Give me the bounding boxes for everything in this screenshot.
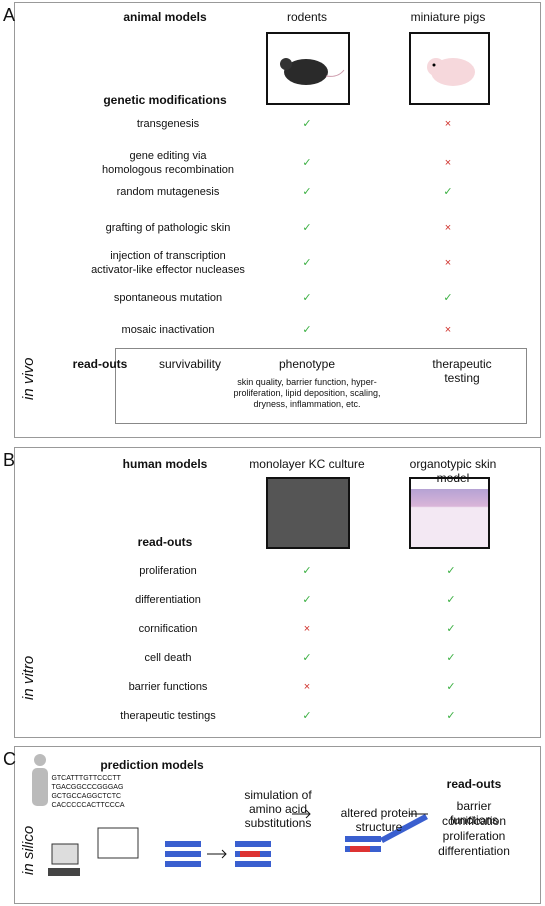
cell-mark: × xyxy=(303,623,311,635)
readouts-title: read-outs xyxy=(446,777,502,791)
side-label: in vivo xyxy=(20,357,37,400)
cell-mark: ✓ xyxy=(302,118,312,130)
cell-mark: × xyxy=(444,324,452,336)
cell-mark: ✓ xyxy=(446,594,456,606)
readout-item: cornification xyxy=(441,814,507,828)
row-label: mosaic inactivation xyxy=(121,324,215,336)
cell-mark: ✓ xyxy=(302,257,312,269)
cell-mark: ✓ xyxy=(302,186,312,198)
readout-item: barrier functions xyxy=(449,799,499,827)
row-label: therapeutic testings xyxy=(120,710,216,722)
mouse-icon xyxy=(280,58,345,85)
section-title: read-outs xyxy=(137,535,193,549)
panel-letter: B xyxy=(3,450,16,470)
pig-image xyxy=(409,32,490,105)
cell-mark: ✓ xyxy=(302,652,312,664)
panel-c-graphics xyxy=(32,754,428,876)
row-label: barrier functions xyxy=(128,681,208,693)
cell-mark: ✓ xyxy=(443,186,453,198)
row-label: cornification xyxy=(138,623,198,635)
readout-item: phenotype xyxy=(278,357,336,371)
dna-sequence: GTCATTTGTTCCCTT TGACGGCCCGGGAG GCTGCCAGG… xyxy=(51,775,125,809)
section-title: genetic modifications xyxy=(103,93,227,107)
cell-mark: × xyxy=(444,157,452,169)
readout-item: proliferation xyxy=(442,829,506,843)
step-label: altered protein structure xyxy=(340,806,418,834)
skin-model-image xyxy=(409,477,490,549)
column-header: monolayer KC culture xyxy=(249,457,365,471)
row-label: differentiation xyxy=(135,594,201,606)
row-label: cell death xyxy=(144,652,192,664)
panel-b-frame xyxy=(14,447,541,738)
header: prediction models xyxy=(100,758,204,772)
panel-c-frame xyxy=(14,746,541,904)
panel-letter: C xyxy=(3,749,16,769)
row-label: gene editing via homologous recombinatio… xyxy=(101,150,235,176)
cell-mark: ✓ xyxy=(443,292,453,304)
phenotype-detail: skin quality, barrier function, hyper- p… xyxy=(233,377,381,409)
cell-mark: ✓ xyxy=(446,710,456,722)
header: animal models xyxy=(123,10,207,24)
row-label: random mutagenesis xyxy=(116,186,220,198)
cell-mark: × xyxy=(444,257,452,269)
cell-mark: ✓ xyxy=(302,292,312,304)
readouts-title: read-outs xyxy=(72,357,128,371)
cell-mark: × xyxy=(444,118,452,130)
mouse-image xyxy=(266,32,350,105)
cell-mark: ✓ xyxy=(302,565,312,577)
column-header: miniature pigs xyxy=(410,10,486,24)
cell-mark: ✓ xyxy=(446,565,456,577)
kc-culture-image xyxy=(266,477,350,549)
cell-mark: ✓ xyxy=(302,710,312,722)
row-label: injection of transcription activator-lik… xyxy=(91,250,245,276)
row-label: transgenesis xyxy=(136,118,200,130)
cell-mark: ✓ xyxy=(446,652,456,664)
readout-item: differentiation xyxy=(438,844,510,858)
cell-mark: × xyxy=(303,681,311,693)
side-label: in vitro xyxy=(20,655,37,700)
cell-mark: ✓ xyxy=(302,324,312,336)
row-label: grafting of pathologic skin xyxy=(105,222,231,234)
cell-mark: ✓ xyxy=(446,623,456,635)
panel-a-frame xyxy=(14,2,541,438)
cell-mark: ✓ xyxy=(302,222,312,234)
readout-item: therapeutic testing xyxy=(432,357,492,385)
readout-frame xyxy=(115,348,527,424)
readout-item: survivability xyxy=(158,357,222,371)
pig-icon xyxy=(427,58,475,86)
cell-mark: ✓ xyxy=(302,594,312,606)
cell-mark: × xyxy=(444,222,452,234)
step-label: simulation of amino acid substitutions xyxy=(244,788,312,830)
column-header: rodents xyxy=(286,10,328,24)
header: human models xyxy=(122,457,208,471)
cell-mark: ✓ xyxy=(302,157,312,169)
cell-mark: ✓ xyxy=(446,681,456,693)
row-label: spontaneous mutation xyxy=(113,292,223,304)
row-label: proliferation xyxy=(139,565,197,577)
column-header: organotypic skin model xyxy=(409,457,497,485)
side-label: in silico xyxy=(20,825,37,875)
panel-letter: A xyxy=(3,5,16,25)
